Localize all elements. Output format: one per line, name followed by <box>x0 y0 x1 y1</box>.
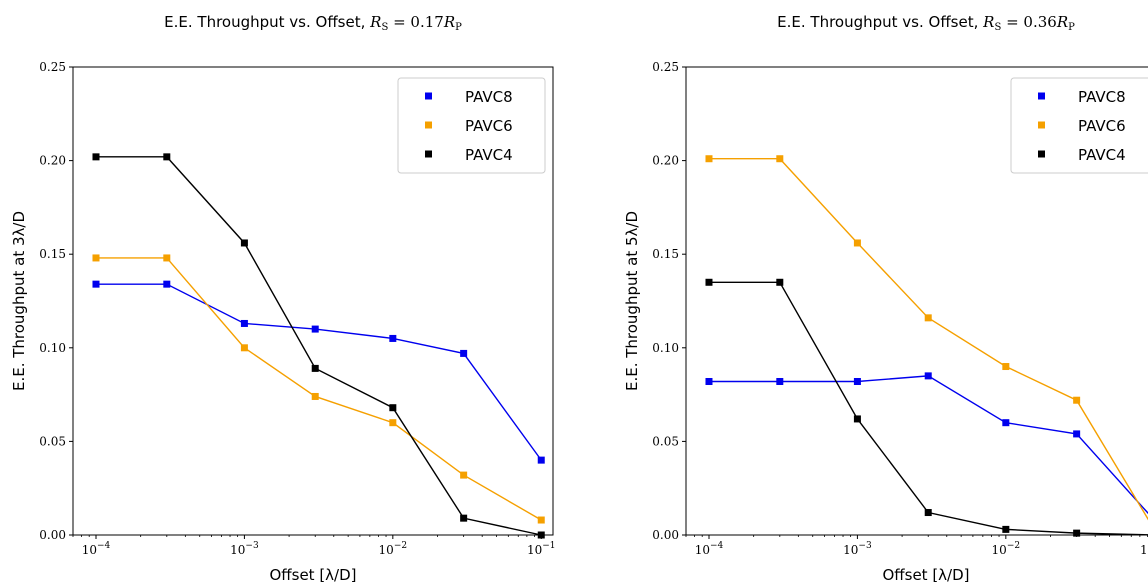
data-point <box>705 155 713 163</box>
series-line <box>708 375 1148 515</box>
data-point <box>389 404 397 412</box>
y-axis-label: E.E. Throughput at 5λ/D <box>623 211 641 391</box>
legend: PAVC8 PAVC6 PAVC4 <box>1010 77 1148 174</box>
legend-label: PAVC4 <box>465 146 513 164</box>
legend-marker <box>1038 121 1045 129</box>
data-point <box>240 239 248 247</box>
data-point <box>311 392 319 400</box>
chart-title: E.E. Throughput vs. Offset, RS = 0.17RP <box>164 13 462 33</box>
data-point <box>460 349 468 357</box>
y-tick-label: 0.15 <box>652 247 679 261</box>
x-tick-label: 10−3 <box>230 541 259 557</box>
plot-frame <box>72 66 554 536</box>
x-tick-label: 10−1 <box>527 541 556 557</box>
series-PAVC4 <box>92 153 545 539</box>
x-tick-label: 10−2 <box>992 541 1021 557</box>
series-PAVC8 <box>92 280 545 464</box>
data-point <box>853 377 861 385</box>
x-axis-label: Offset [λ/D] <box>269 566 356 584</box>
data-point <box>460 471 468 479</box>
x-tick-label: 10−1 <box>1140 541 1148 557</box>
chart-2: E.E. Throughput vs. Offset, RS = 0.36RP 0… <box>623 13 1148 584</box>
legend-marker <box>1038 92 1045 100</box>
legend-label: PAVC4 <box>1078 146 1126 164</box>
legend-label: PAVC6 <box>465 117 513 135</box>
y-tick-label: 0.00 <box>39 528 66 542</box>
data-point <box>460 514 468 522</box>
data-point <box>776 155 784 163</box>
data-point <box>163 280 171 288</box>
series-PAVC6 <box>705 155 1148 521</box>
x-axis-label: Offset [λ/D] <box>882 566 969 584</box>
series-PAVC4 <box>705 278 1148 537</box>
data-point <box>924 372 932 380</box>
data-point <box>705 278 713 286</box>
series-line <box>95 257 542 521</box>
data-point <box>311 325 319 333</box>
y-tick-label: 0.20 <box>652 154 679 168</box>
data-point <box>1002 363 1010 371</box>
y-tick-label: 0.10 <box>39 341 66 355</box>
data-point <box>1002 419 1010 427</box>
series-PAVC8 <box>705 372 1148 515</box>
data-point <box>240 344 248 352</box>
data-point <box>853 239 861 247</box>
legend-label: PAVC6 <box>1078 117 1126 135</box>
legend-box <box>397 77 546 174</box>
data-point <box>163 153 171 161</box>
data-point <box>924 314 932 322</box>
chart-title-main: E.E. Throughput vs. Offset, <box>777 13 983 31</box>
chart-1: E.E. Throughput vs. Offset, RS = 0.17RP 0… <box>10 13 556 584</box>
data-point <box>924 509 932 517</box>
chart-title-main: E.E. Throughput vs. Offset, <box>164 13 370 31</box>
series-line <box>95 156 542 536</box>
data-point <box>537 531 545 539</box>
y-tick-label: 0.05 <box>39 434 66 448</box>
y-tick-label: 0.25 <box>39 60 66 74</box>
data-point <box>163 254 171 262</box>
data-point <box>1073 430 1081 438</box>
data-point <box>1073 529 1081 537</box>
data-point <box>240 319 248 327</box>
y-tick-label: 0.20 <box>39 154 66 168</box>
y-axis-label: E.E. Throughput at 3λ/D <box>10 211 28 391</box>
data-point <box>92 153 100 161</box>
legend-marker <box>425 92 432 100</box>
legend-marker <box>425 121 432 129</box>
y-tick-label: 0.05 <box>652 434 679 448</box>
data-point <box>1073 396 1081 404</box>
data-point <box>776 278 784 286</box>
data-point <box>92 280 100 288</box>
x-tick-label: 10−2 <box>379 541 408 557</box>
data-point <box>311 364 319 372</box>
y-tick-label: 0.10 <box>652 341 679 355</box>
series-line <box>95 283 542 461</box>
data-point <box>1002 525 1010 533</box>
legend-label: PAVC8 <box>1078 88 1126 106</box>
legend-marker <box>1038 150 1045 158</box>
legend-label: PAVC8 <box>465 88 513 106</box>
legend-marker <box>425 150 432 158</box>
data-point <box>389 334 397 342</box>
data-point <box>853 415 861 423</box>
data-point <box>537 516 545 524</box>
data-point <box>537 456 545 464</box>
legend-box <box>1010 77 1148 174</box>
data-point <box>92 254 100 262</box>
data-point <box>705 377 713 385</box>
y-tick-label: 0.00 <box>652 528 679 542</box>
x-tick-label: 10−4 <box>82 541 111 557</box>
data-point <box>776 377 784 385</box>
legend: PAVC8 PAVC6 PAVC4 <box>397 77 546 174</box>
data-point <box>389 419 397 427</box>
chart-title: E.E. Throughput vs. Offset, RS = 0.36RP <box>777 13 1075 33</box>
y-tick-label: 0.15 <box>39 247 66 261</box>
series-PAVC6 <box>92 254 545 524</box>
x-tick-label: 10−3 <box>843 541 872 557</box>
y-tick-label: 0.25 <box>652 60 679 74</box>
x-tick-label: 10−4 <box>695 541 724 557</box>
series-line <box>708 158 1148 521</box>
plot-frame <box>685 66 1148 536</box>
